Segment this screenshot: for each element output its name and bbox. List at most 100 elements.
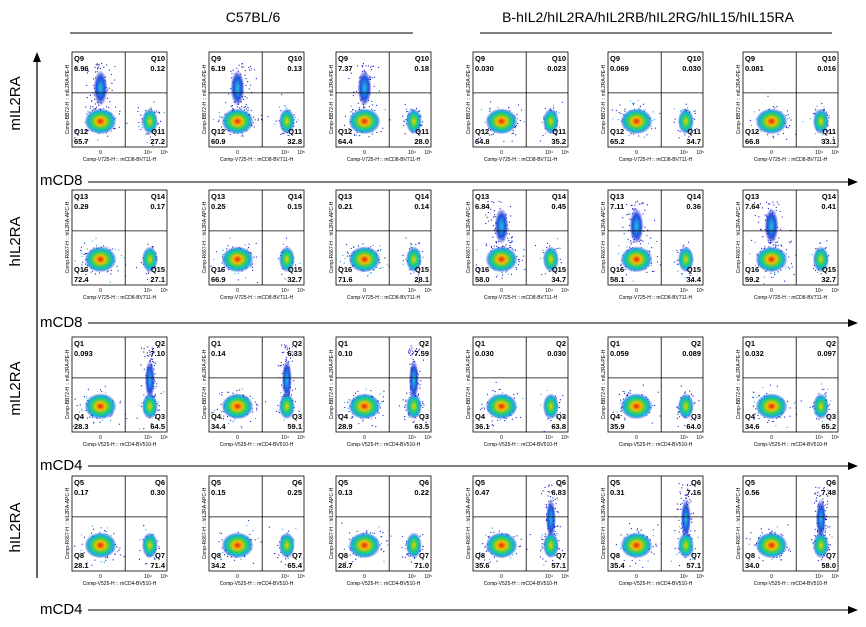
event-dot (119, 402, 121, 404)
event-dot (419, 132, 421, 134)
event-dot (619, 547, 621, 549)
event-dot (626, 246, 628, 248)
event-dot (410, 561, 413, 563)
event-dot (694, 112, 696, 115)
event-dot (358, 422, 360, 425)
event-dot (650, 247, 653, 249)
event-dot (404, 121, 406, 123)
event-dot (83, 242, 86, 244)
x-tick-label-2: 10⁵ (424, 435, 432, 441)
event-dot (294, 388, 297, 390)
event-dot (152, 347, 155, 350)
event-dot (86, 84, 88, 86)
event-dot (681, 502, 683, 504)
event-dot (94, 559, 96, 561)
event-dot (252, 397, 254, 399)
event-dot (769, 203, 771, 205)
event-dot (552, 107, 555, 109)
event-dot (419, 272, 421, 274)
event-dot (220, 558, 222, 560)
density-cluster-right (141, 108, 158, 135)
event-dot (117, 270, 119, 272)
event-dot (410, 272, 412, 275)
density-cluster-right (278, 108, 295, 135)
event-dot (557, 416, 559, 418)
event-dot (489, 110, 491, 112)
event-dot (104, 385, 106, 387)
density-cluster-right (542, 532, 559, 559)
event-dot (136, 267, 138, 269)
quadrant-name-ul: Q1 (74, 339, 84, 348)
event-dot (517, 104, 520, 106)
x-tick-label-0: 0 (363, 574, 366, 580)
event-dot (557, 484, 559, 486)
event-dot (143, 348, 145, 350)
event-dot (749, 538, 751, 540)
event-dot (109, 101, 111, 103)
quadrant-name-lr: Q11 (822, 127, 836, 136)
event-dot (406, 392, 408, 394)
event-dot (635, 562, 637, 564)
event-dot (257, 537, 259, 539)
event-dot (382, 531, 384, 534)
quadrant-value-ll: 58.1 (610, 275, 625, 284)
event-dot (631, 102, 634, 105)
event-dot (825, 247, 827, 249)
event-dot (252, 530, 254, 532)
event-dot (674, 547, 676, 550)
event-dot (101, 419, 104, 421)
quadrant-value-ll: 35.9 (610, 422, 625, 431)
panel-y-axis-label: Comp-R667-H :: hIL2RA-APC-H (601, 201, 607, 273)
quadrant-value-ur: 6.83 (551, 488, 566, 497)
event-dot (295, 121, 298, 123)
x-tick-label-1: 10⁴ (680, 150, 688, 156)
event-dot (123, 555, 125, 558)
event-dot (692, 395, 694, 397)
x-tick-label-2: 10⁵ (160, 574, 168, 580)
event-dot (787, 114, 789, 116)
event-dot (110, 130, 113, 133)
event-dot (152, 350, 154, 353)
panel-x-axis-label: Comp-V725-H :: mCD8-BV711-H (484, 157, 558, 163)
event-dot (484, 546, 486, 548)
event-dot (490, 245, 493, 248)
quadrant-value-ur: 0.14 (414, 202, 429, 211)
event-dot (560, 262, 563, 264)
event-dot (118, 126, 120, 129)
event-dot (239, 389, 241, 391)
event-dot (415, 107, 418, 110)
density-cluster-left (221, 246, 254, 273)
event-dot (686, 107, 689, 109)
quadrant-name-ll: Q8 (610, 551, 620, 560)
event-dot (816, 105, 818, 107)
row-x-arrow-head-0 (848, 178, 858, 186)
event-dot (110, 420, 112, 422)
x-tick-label-1: 10⁴ (408, 150, 416, 156)
event-dot (264, 401, 267, 403)
event-dot (386, 540, 389, 542)
event-dot (401, 535, 404, 537)
quadrant-value-ll: 36.1 (475, 422, 490, 431)
event-dot (283, 344, 285, 346)
panel-scatter (617, 200, 694, 283)
event-dot (281, 384, 283, 386)
x-tick-label-0: 0 (236, 288, 239, 294)
event-dot (659, 112, 661, 114)
event-dot (554, 270, 556, 272)
event-dot (790, 119, 792, 121)
event-dot (91, 525, 94, 527)
event-dot (410, 345, 412, 347)
event-dot (487, 201, 489, 203)
group-title-humanized: B-hIL2/hIL2RA/hIL2RB/hIL2RG/hIL15/hIL15R… (502, 9, 795, 25)
quadrant-value-ur: 0.13 (287, 64, 302, 73)
event-dot (629, 213, 631, 215)
event-dot (97, 139, 99, 141)
density-cluster-right (812, 393, 829, 420)
event-dot (363, 106, 365, 108)
quadrant-name-ur: Q6 (691, 478, 701, 487)
event-dot (519, 119, 521, 122)
event-dot (350, 247, 352, 250)
event-dot (790, 241, 792, 244)
